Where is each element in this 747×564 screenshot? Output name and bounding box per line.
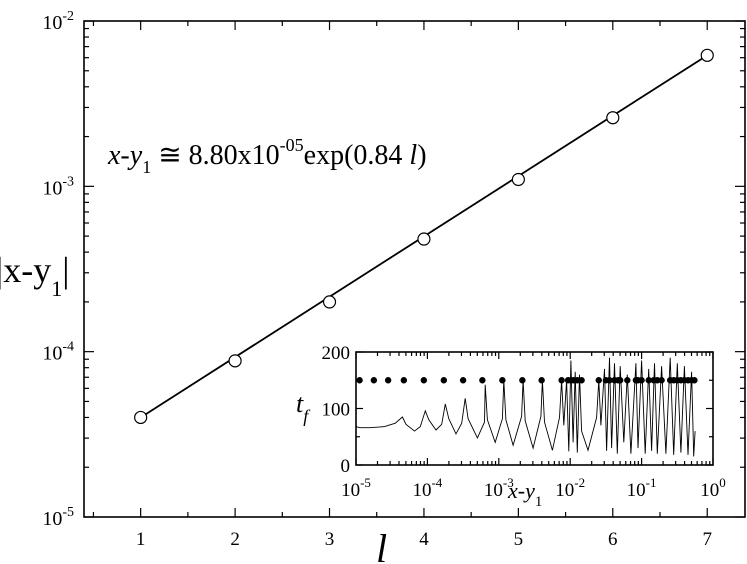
annotation-close: ) — [417, 140, 426, 171]
inset-x-tick-label: 10-3 — [484, 475, 514, 501]
inset-x-tick-label-exp: -3 — [503, 475, 514, 490]
inset-y-tick-label: 100 — [322, 400, 351, 421]
inset-x-label-main: x-y — [507, 478, 535, 503]
inset-background — [356, 352, 713, 465]
data-point — [417, 232, 431, 246]
y-axis-label-close: | — [62, 250, 69, 290]
main-y-tick-label-exp: -4 — [62, 340, 74, 355]
data-point — [134, 410, 148, 425]
main-x-tick-label: 1 — [136, 529, 146, 550]
main-y-tick-label-base: 10 — [42, 12, 62, 34]
y-axis-label-main: |x-y — [0, 250, 51, 290]
inset-dot — [624, 377, 631, 384]
main-x-ticks: 1 2 3 4 5 6 7 — [92, 21, 712, 550]
y-axis-label: |x-y1| — [0, 250, 69, 301]
data-point — [322, 295, 337, 309]
main-x-tick-label: 5 — [514, 529, 524, 550]
inset-curve — [355, 357, 696, 457]
inset-x-label-sub: 1 — [535, 494, 543, 510]
inset-dot — [638, 377, 645, 384]
main-y-tick-label: 10-2 — [42, 9, 74, 34]
inset-x-tick-label-exp: -1 — [646, 475, 657, 490]
annotation-l: l — [409, 140, 417, 171]
main-y-ticks: 10-510-410-310-2 — [42, 9, 745, 530]
main-y-tick-label: 10-4 — [42, 340, 74, 365]
inset-x-tick-label: 10-4 — [412, 475, 442, 501]
main-y-tick-label-exp: -2 — [62, 9, 74, 24]
inset-x-tick-label: 10-1 — [627, 475, 657, 501]
data-point — [511, 172, 525, 187]
inset-x-tick-label-exp: -4 — [431, 475, 442, 490]
main-x-tick-label: 3 — [325, 529, 335, 550]
inset-x-tick-label-exp: -2 — [574, 475, 585, 490]
inset-x-tick-label-base: 10 — [484, 480, 503, 501]
y-axis-label-sub: 1 — [51, 276, 62, 301]
main-y-tick-label: 10-3 — [42, 174, 74, 199]
inset-x-tick-label: 10-5 — [341, 475, 371, 501]
inset-dot — [616, 377, 624, 384]
x-axis-label: l — [376, 526, 387, 564]
inset-dot — [384, 377, 392, 384]
data-point — [700, 48, 714, 62]
fit-equation-annotation: x-y1 ≅ 8.80x10-05exp(0.84 l) — [107, 135, 427, 177]
main-plot-frame — [83, 20, 746, 518]
inset-dot — [558, 377, 565, 384]
inset-dot — [595, 377, 602, 384]
inset-dot — [519, 377, 526, 384]
annotation-exp: exp(0.84 — [304, 140, 410, 171]
main-y-tick-label-base: 10 — [42, 177, 62, 199]
main-x-tick-label: 7 — [702, 529, 712, 550]
annotation-sub: 1 — [142, 157, 151, 177]
main-y-tick-label-exp: -3 — [62, 174, 74, 189]
annotation-exponent: -05 — [280, 135, 304, 155]
main-data-points — [134, 48, 714, 425]
inset-x-tick-label-exp: -5 — [360, 475, 371, 490]
inset-dot — [370, 377, 378, 384]
inset-dot — [578, 377, 585, 384]
inset-y-tick-label: 200 — [322, 343, 351, 364]
inset-dot — [538, 377, 545, 384]
data-point — [606, 111, 620, 125]
main-x-tick-label: 6 — [608, 529, 618, 550]
inset-dot — [691, 377, 698, 384]
main-y-tick-label-base: 10 — [42, 508, 62, 530]
inset-x-tick-label-base: 10 — [341, 480, 360, 501]
main-x-tick-label: 2 — [230, 529, 240, 550]
inset-x-tick-label: 10-2 — [555, 475, 585, 501]
inset-dot — [645, 377, 652, 384]
inset-x-tick-label-base: 10 — [627, 480, 646, 501]
main-y-tick-label-base: 10 — [42, 343, 62, 365]
inset-x-tick-label-base: 10 — [412, 480, 431, 501]
inset-dot — [420, 377, 428, 384]
inset-y-label-sub: f — [303, 406, 311, 426]
inset-dot — [400, 377, 408, 384]
data-point — [228, 354, 242, 368]
inset-dot — [606, 377, 613, 384]
inset-x-tick-label-base: 10 — [700, 480, 719, 501]
main-y-tick-label-exp: -5 — [62, 505, 74, 520]
inset-dot — [479, 377, 486, 384]
inset-y-label-main: t — [296, 389, 304, 418]
inset-dot — [440, 377, 448, 384]
inset-dot — [658, 377, 665, 384]
inset-dot — [499, 377, 506, 384]
inset-y-ticks: 0 100 200 — [322, 343, 713, 477]
inset-dots — [356, 377, 698, 384]
main-y-tick-label: 10-5 — [42, 505, 74, 530]
inset-dot — [459, 377, 467, 384]
inset-x-tick-label-exp: 0 — [719, 475, 726, 490]
annotation-coef: ≅ 8.80x10 — [151, 140, 279, 171]
inset-x-axis-label: x-y1 — [507, 478, 542, 510]
annotation-var: x-y — [107, 140, 143, 171]
inset-x-ticks: 10-5 10-4 10-3 10-2 10-1 100 — [341, 352, 726, 501]
inset-y-axis-label: tf — [296, 389, 311, 426]
main-x-tick-label: 4 — [419, 529, 429, 550]
inset-x-tick-label-base: 10 — [555, 480, 574, 501]
inset-x-tick-label: 100 — [700, 475, 726, 501]
inset-y-tick-label: 0 — [341, 456, 351, 477]
